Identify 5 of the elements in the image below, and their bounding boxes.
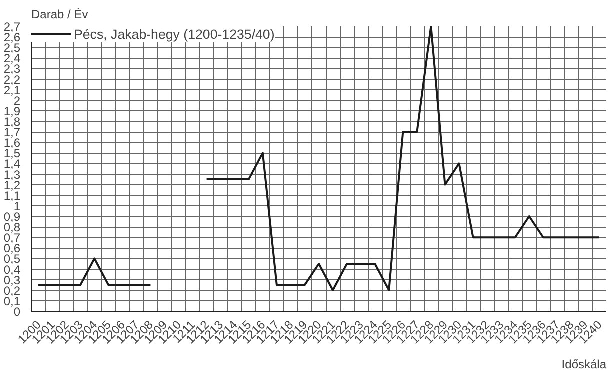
y-axis-title: Darab / Év <box>32 8 88 22</box>
y-tick-label: 2,7 <box>4 20 21 34</box>
legend-label: Pécs, Jakab-hegy (1200-1235/40) <box>74 26 275 42</box>
y-tick-label: 0 <box>14 305 21 319</box>
x-axis-title: Időskála <box>562 358 607 370</box>
